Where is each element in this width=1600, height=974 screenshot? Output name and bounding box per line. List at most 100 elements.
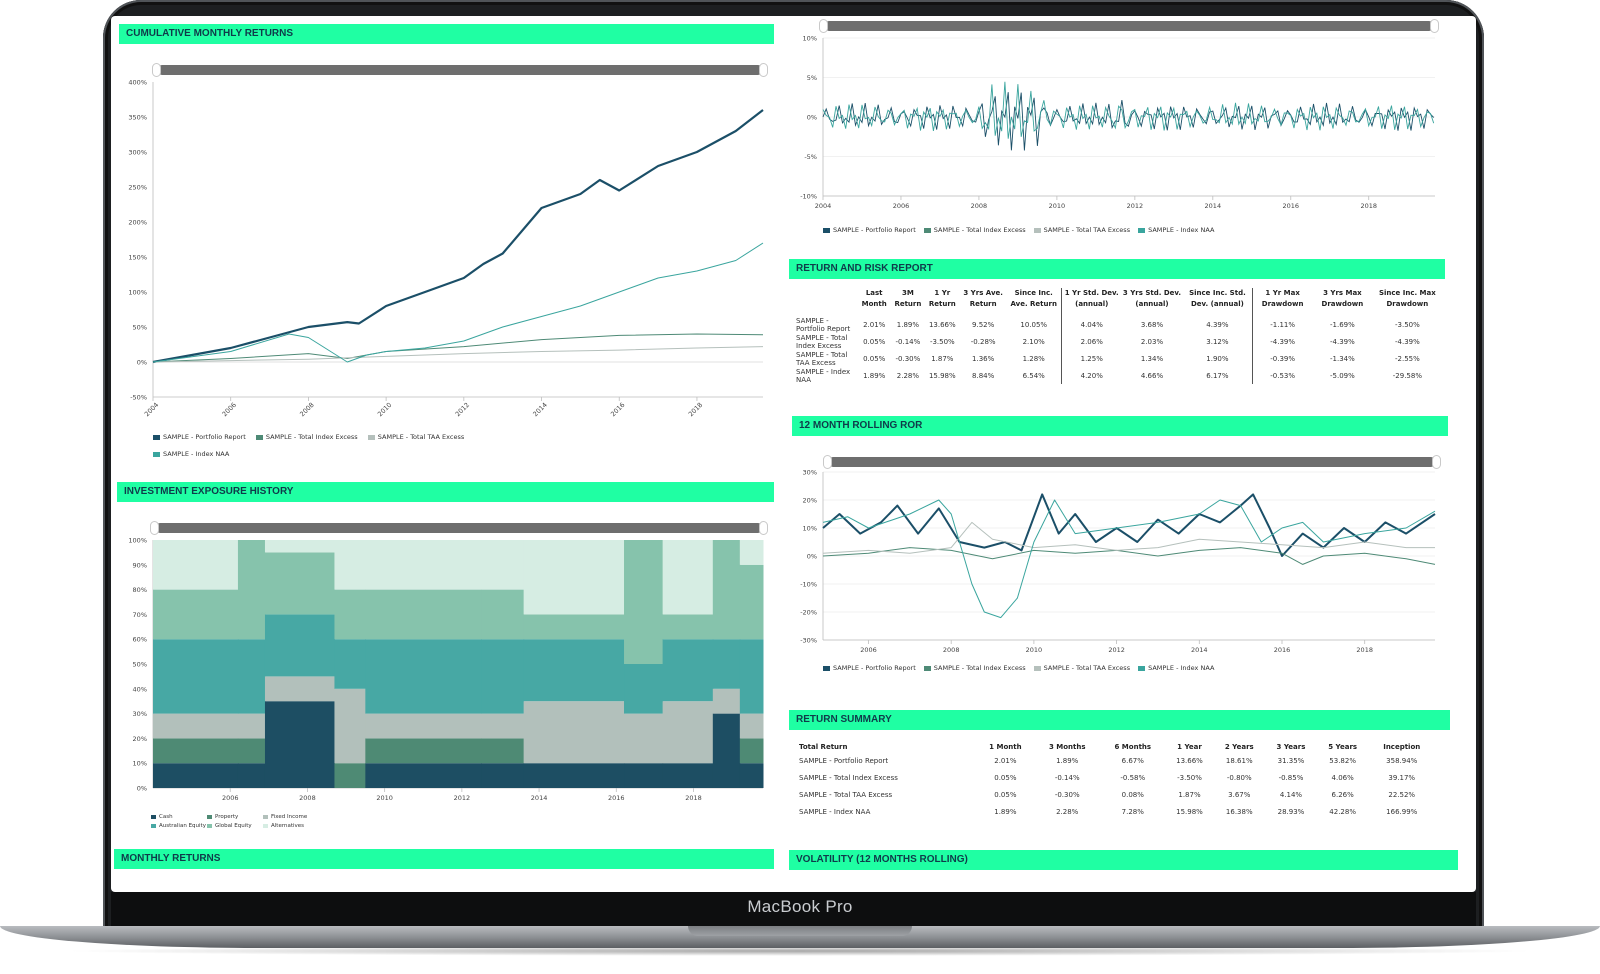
table-cell: -4.39%	[1394, 337, 1420, 346]
legend-item[interactable]: SAMPLE - Portfolio Report	[823, 664, 916, 672]
legend-item[interactable]: SAMPLE - Total Index Excess	[923, 226, 1026, 234]
monthly-returns-chart: 10% 5% 0% -5% -10%2004 2006 2008 2010 2012 2014 20…	[800, 35, 1435, 210]
table-cell: 3.67%	[1228, 791, 1251, 799]
range-handle-left[interactable]	[152, 63, 161, 77]
exposure-area-segment	[739, 564, 764, 640]
table-cell: -0.80%	[1226, 774, 1252, 782]
table-cell: 7.28%	[1121, 808, 1144, 816]
legend-item[interactable]: SAMPLE - Index NAA	[153, 450, 229, 458]
table-cell: 6.54%	[1006, 367, 1063, 384]
cumulative-range-slider[interactable]	[152, 63, 768, 77]
risk-column-header: Since Inc. Max Drawdown	[1378, 289, 1436, 308]
range-handle-right[interactable]	[1432, 455, 1441, 469]
exposure-area-segment	[153, 713, 239, 739]
legend-item[interactable]: SAMPLE - Total Index Excess	[255, 433, 358, 441]
exposure-area-segment	[237, 713, 266, 739]
table-cell: -3.50%	[929, 337, 955, 346]
legend-item[interactable]: SAMPLE - Index NAA	[1138, 226, 1214, 234]
legend-item[interactable]: SAMPLE - Portfolio Report	[153, 433, 246, 441]
range-handle-left[interactable]	[150, 521, 159, 535]
table-cell: -0.58%	[1120, 774, 1146, 782]
exposure-area-segment	[334, 639, 366, 689]
table-cell: -5.09%	[1330, 371, 1355, 380]
exposure-area-segment	[264, 540, 335, 553]
y-tick-label: 300%	[128, 149, 147, 157]
range-handle-left[interactable]	[819, 19, 828, 33]
cumulative-title: CUMULATIVE MONTHLY RETURNS	[119, 24, 774, 44]
legend-item[interactable]: Cash	[151, 813, 203, 822]
legend-item[interactable]: SAMPLE - Total TAA Excess	[1033, 226, 1130, 234]
table-cell: -0.39%	[1270, 354, 1296, 363]
series-line	[152, 346, 764, 363]
range-handle-right[interactable]	[759, 63, 768, 77]
device-brand: MacBook Pro	[747, 897, 853, 916]
exposure-legend: Cash Property Fixed Income Australian Equi…	[151, 813, 351, 831]
legend-label: SAMPLE - Index NAA	[1148, 664, 1215, 672]
table-cell: 0.05%	[994, 774, 1017, 782]
range-handle-right[interactable]	[1430, 19, 1439, 33]
x-tick-label: 2010	[376, 401, 393, 418]
monthly-range-slider[interactable]	[819, 19, 1439, 33]
rolling-legend: SAMPLE - Portfolio Report SAMPLE - Total …	[823, 664, 1423, 672]
legend-item[interactable]: Property	[207, 813, 259, 822]
legend-label: SAMPLE - Index NAA	[1148, 226, 1215, 234]
legend-item[interactable]: Global Equity	[207, 822, 259, 831]
exposure-area-segment	[523, 614, 625, 640]
cumulative-returns-chart: 400%350%300%250%200%150%100%50%0%-50%200…	[128, 79, 764, 418]
exposure-range-slider[interactable]	[150, 521, 768, 535]
y-tick-label: 200%	[128, 219, 147, 227]
x-tick-label: 2014	[531, 401, 548, 418]
legend-item[interactable]: SAMPLE - Index NAA	[1138, 664, 1214, 672]
y-tick-label: 150%	[128, 254, 147, 262]
legend-item[interactable]: Australian Equity	[151, 822, 206, 831]
legend-item[interactable]: SAMPLE - Portfolio Report	[823, 226, 916, 234]
range-handle-right[interactable]	[759, 521, 768, 535]
rolling-range-slider[interactable]	[823, 455, 1441, 469]
table-row: SAMPLE - Index NAA 1.89% 2.28% 7.28% 15.98% 1…	[799, 804, 1435, 821]
x-tick-label: 2018	[685, 794, 702, 802]
legend-label: Fixed Income	[271, 814, 308, 820]
series-line	[822, 499, 1436, 619]
exposure-area-segment	[365, 713, 482, 739]
risk-column-header: Since Inc. Ave. Return	[1006, 288, 1063, 316]
exposure-area-segment	[153, 589, 239, 640]
x-tick-label: 2016	[608, 794, 625, 802]
exposure-area-segment	[662, 763, 714, 788]
range-handle-left[interactable]	[823, 455, 832, 469]
exposure-area-segment	[662, 701, 714, 764]
row-label: SAMPLE - Total Index Excess	[796, 333, 848, 350]
x-tick-label: 2010	[376, 794, 393, 802]
risk-column-header: 3 Yrs Max Drawdown	[1321, 289, 1364, 308]
exposure-title: INVESTMENT EXPOSURE HISTORY	[117, 482, 774, 502]
legend-item[interactable]: SAMPLE - Total TAA Excess	[1033, 664, 1130, 672]
exposure-area-segment	[712, 688, 741, 714]
y-tick-label: 10%	[803, 35, 817, 43]
table-cell: 0.05%	[863, 354, 886, 363]
legend-item[interactable]: SAMPLE - Total TAA Excess	[367, 433, 464, 441]
exposure-area-segment	[523, 639, 625, 702]
laptop-notch	[688, 926, 912, 936]
legend-label: Cash	[159, 814, 173, 820]
legend-swatch	[1138, 665, 1146, 671]
x-tick-label: 2016	[1274, 646, 1291, 654]
x-tick-label: 2006	[893, 202, 910, 210]
table-cell: 18.61%	[1225, 757, 1253, 765]
risk-report-table: Last Month 3M Return 1 Yr Return 3 Yrs Ave.…	[796, 288, 1442, 384]
legend-label: SAMPLE - Portfolio Report	[833, 226, 916, 234]
summary-column-header: 5 Years	[1328, 743, 1358, 751]
exposure-area-segment	[237, 540, 266, 640]
legend-item[interactable]: SAMPLE - Total Index Excess	[923, 664, 1026, 672]
table-cell: 2.03%	[1140, 337, 1164, 346]
table-cell: -0.85%	[1278, 774, 1304, 782]
table-cell: 3.68%	[1140, 320, 1164, 329]
table-cell: -1.69%	[1330, 320, 1355, 329]
return-summary-table: Total Return 1 Month 3 Months 6 Months 1 Yea…	[799, 742, 1435, 821]
legend-item[interactable]: Fixed Income	[263, 813, 315, 822]
table-cell: 1.89%	[994, 808, 1017, 816]
table-cell: 2.01%	[863, 320, 886, 329]
table-cell: -3.50%	[1177, 774, 1202, 782]
y-tick-label: 80%	[133, 586, 147, 594]
legend-item[interactable]: Alternatives	[263, 822, 315, 831]
table-cell: 4.14%	[1279, 791, 1303, 799]
y-tick-label: 0%	[137, 359, 147, 367]
